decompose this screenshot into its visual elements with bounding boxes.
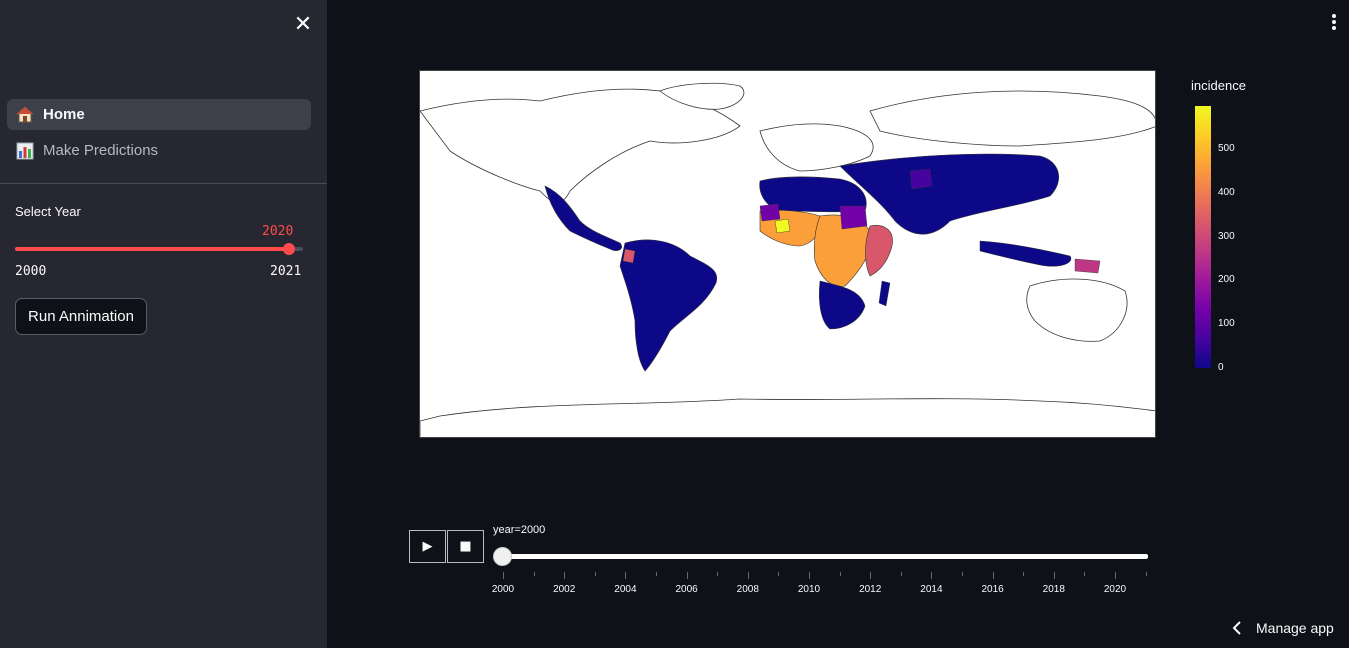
animation-timeline-track[interactable] xyxy=(500,554,1148,559)
timeline-minor-tick xyxy=(533,572,535,576)
timeline-tick-label[interactable]: 2010 xyxy=(797,584,821,595)
mali-shape xyxy=(759,203,781,222)
stop-icon: ■ xyxy=(459,539,472,554)
timeline-tick-label[interactable]: 2014 xyxy=(920,584,943,595)
year-slider-thumb[interactable] xyxy=(283,243,295,255)
timeline-minor-tick xyxy=(839,572,841,576)
colorbar-tick: 0 xyxy=(1218,362,1224,373)
bar-chart-icon xyxy=(15,141,35,161)
colorbar-tick: 500 xyxy=(1218,143,1235,154)
timeline-minor-tick xyxy=(717,572,719,576)
timeline-major-tick xyxy=(992,572,994,579)
greenland-shape xyxy=(659,82,745,110)
timeline-minor-tick xyxy=(1145,572,1147,576)
antarctica-shape xyxy=(420,398,1155,437)
sidebar-item-label: Home xyxy=(43,106,85,123)
colorbar-tick: 400 xyxy=(1218,187,1235,198)
timeline-minor-tick xyxy=(594,572,596,576)
world-choropleth-map[interactable] xyxy=(419,70,1156,438)
russia-shape xyxy=(869,90,1155,147)
timeline-tick-label[interactable]: 2002 xyxy=(553,584,576,595)
house-icon xyxy=(15,105,35,125)
east-africa-shape xyxy=(865,225,893,277)
run-animation-button[interactable]: Run Annimation xyxy=(15,298,147,335)
year-slider-value: 2020 xyxy=(262,224,294,239)
timeline-tick-label[interactable]: 2012 xyxy=(859,584,882,595)
sidebar-item-label: Make Predictions xyxy=(43,142,159,159)
play-icon: ▶ xyxy=(422,539,433,554)
colorbar xyxy=(1195,106,1211,368)
timeline-minor-tick xyxy=(1084,572,1086,576)
year-slider-fill xyxy=(15,247,289,251)
timeline-minor-tick xyxy=(656,572,657,576)
colombia-shape xyxy=(622,248,636,264)
sidebar-item-make-predictions[interactable]: Make Predictions xyxy=(7,135,311,166)
year-slider-min: 2000 xyxy=(15,264,47,279)
madagascar-shape xyxy=(878,280,891,307)
timeline-minor-tick xyxy=(962,572,963,576)
timeline-major-tick xyxy=(870,572,872,579)
chevron-left-icon xyxy=(1232,621,1241,635)
manage-app-label: Manage app xyxy=(1256,620,1334,636)
animation-timeline-thumb[interactable] xyxy=(493,547,512,566)
play-button[interactable]: ▶ xyxy=(409,530,446,563)
asia-shape xyxy=(839,153,1059,235)
sidebar: ✕ Home Make Predictions Select Year 2020… xyxy=(0,0,327,648)
animation-current-frame-label: year=2000 xyxy=(493,524,546,536)
indonesia-shape xyxy=(979,240,1072,267)
timeline-major-tick xyxy=(503,572,504,579)
colorbar-title: incidence xyxy=(1191,78,1246,93)
timeline-tick-label[interactable]: 2016 xyxy=(981,584,1004,595)
colorbar-tick: 300 xyxy=(1218,231,1235,242)
timeline-major-tick xyxy=(564,572,566,579)
sidebar-item-home[interactable]: Home xyxy=(7,99,311,130)
timeline-tick-label[interactable]: 2018 xyxy=(1042,584,1065,595)
timeline-tick-label[interactable]: 2008 xyxy=(736,584,759,595)
main-menu-icon[interactable] xyxy=(1326,12,1342,34)
timeline-minor-tick xyxy=(1023,572,1025,576)
manage-app-button[interactable]: Manage app xyxy=(1232,618,1334,638)
timeline-tick-label[interactable]: 2020 xyxy=(1103,584,1127,595)
timeline-major-tick xyxy=(1053,572,1055,579)
timeline-tick-label[interactable]: 2006 xyxy=(675,584,698,595)
europe-shape xyxy=(759,123,874,172)
colorbar-tick: 100 xyxy=(1218,318,1235,329)
colorbar-tick: 200 xyxy=(1218,274,1235,285)
timeline-major-tick xyxy=(1115,572,1116,579)
timeline-major-tick xyxy=(931,572,933,579)
stop-button[interactable]: ■ xyxy=(447,530,484,563)
timeline-major-tick xyxy=(809,572,810,579)
australia-shape xyxy=(1026,278,1128,342)
south-america-shape xyxy=(619,239,718,372)
mexico-shape xyxy=(544,185,622,251)
close-sidebar-icon[interactable]: ✕ xyxy=(293,12,313,37)
timeline-minor-tick xyxy=(900,572,902,576)
papua-new-guinea-shape xyxy=(1074,258,1101,274)
burkina-faso-shape xyxy=(774,218,791,234)
timeline-tick-label[interactable]: 2000 xyxy=(491,584,515,595)
timeline-major-tick xyxy=(686,572,688,579)
sudan-shape xyxy=(839,205,868,230)
year-slider-max: 2021 xyxy=(270,264,302,279)
timeline-tick-label[interactable]: 2004 xyxy=(614,584,637,595)
north-america-shape xyxy=(420,88,741,203)
afghanistan-shape xyxy=(909,168,933,190)
timeline-major-tick xyxy=(625,572,627,579)
southern-africa-shape xyxy=(819,280,866,330)
timeline-major-tick xyxy=(747,572,749,579)
year-slider-label: Select Year xyxy=(15,204,81,219)
sidebar-divider xyxy=(0,183,327,184)
timeline-minor-tick xyxy=(778,572,780,576)
